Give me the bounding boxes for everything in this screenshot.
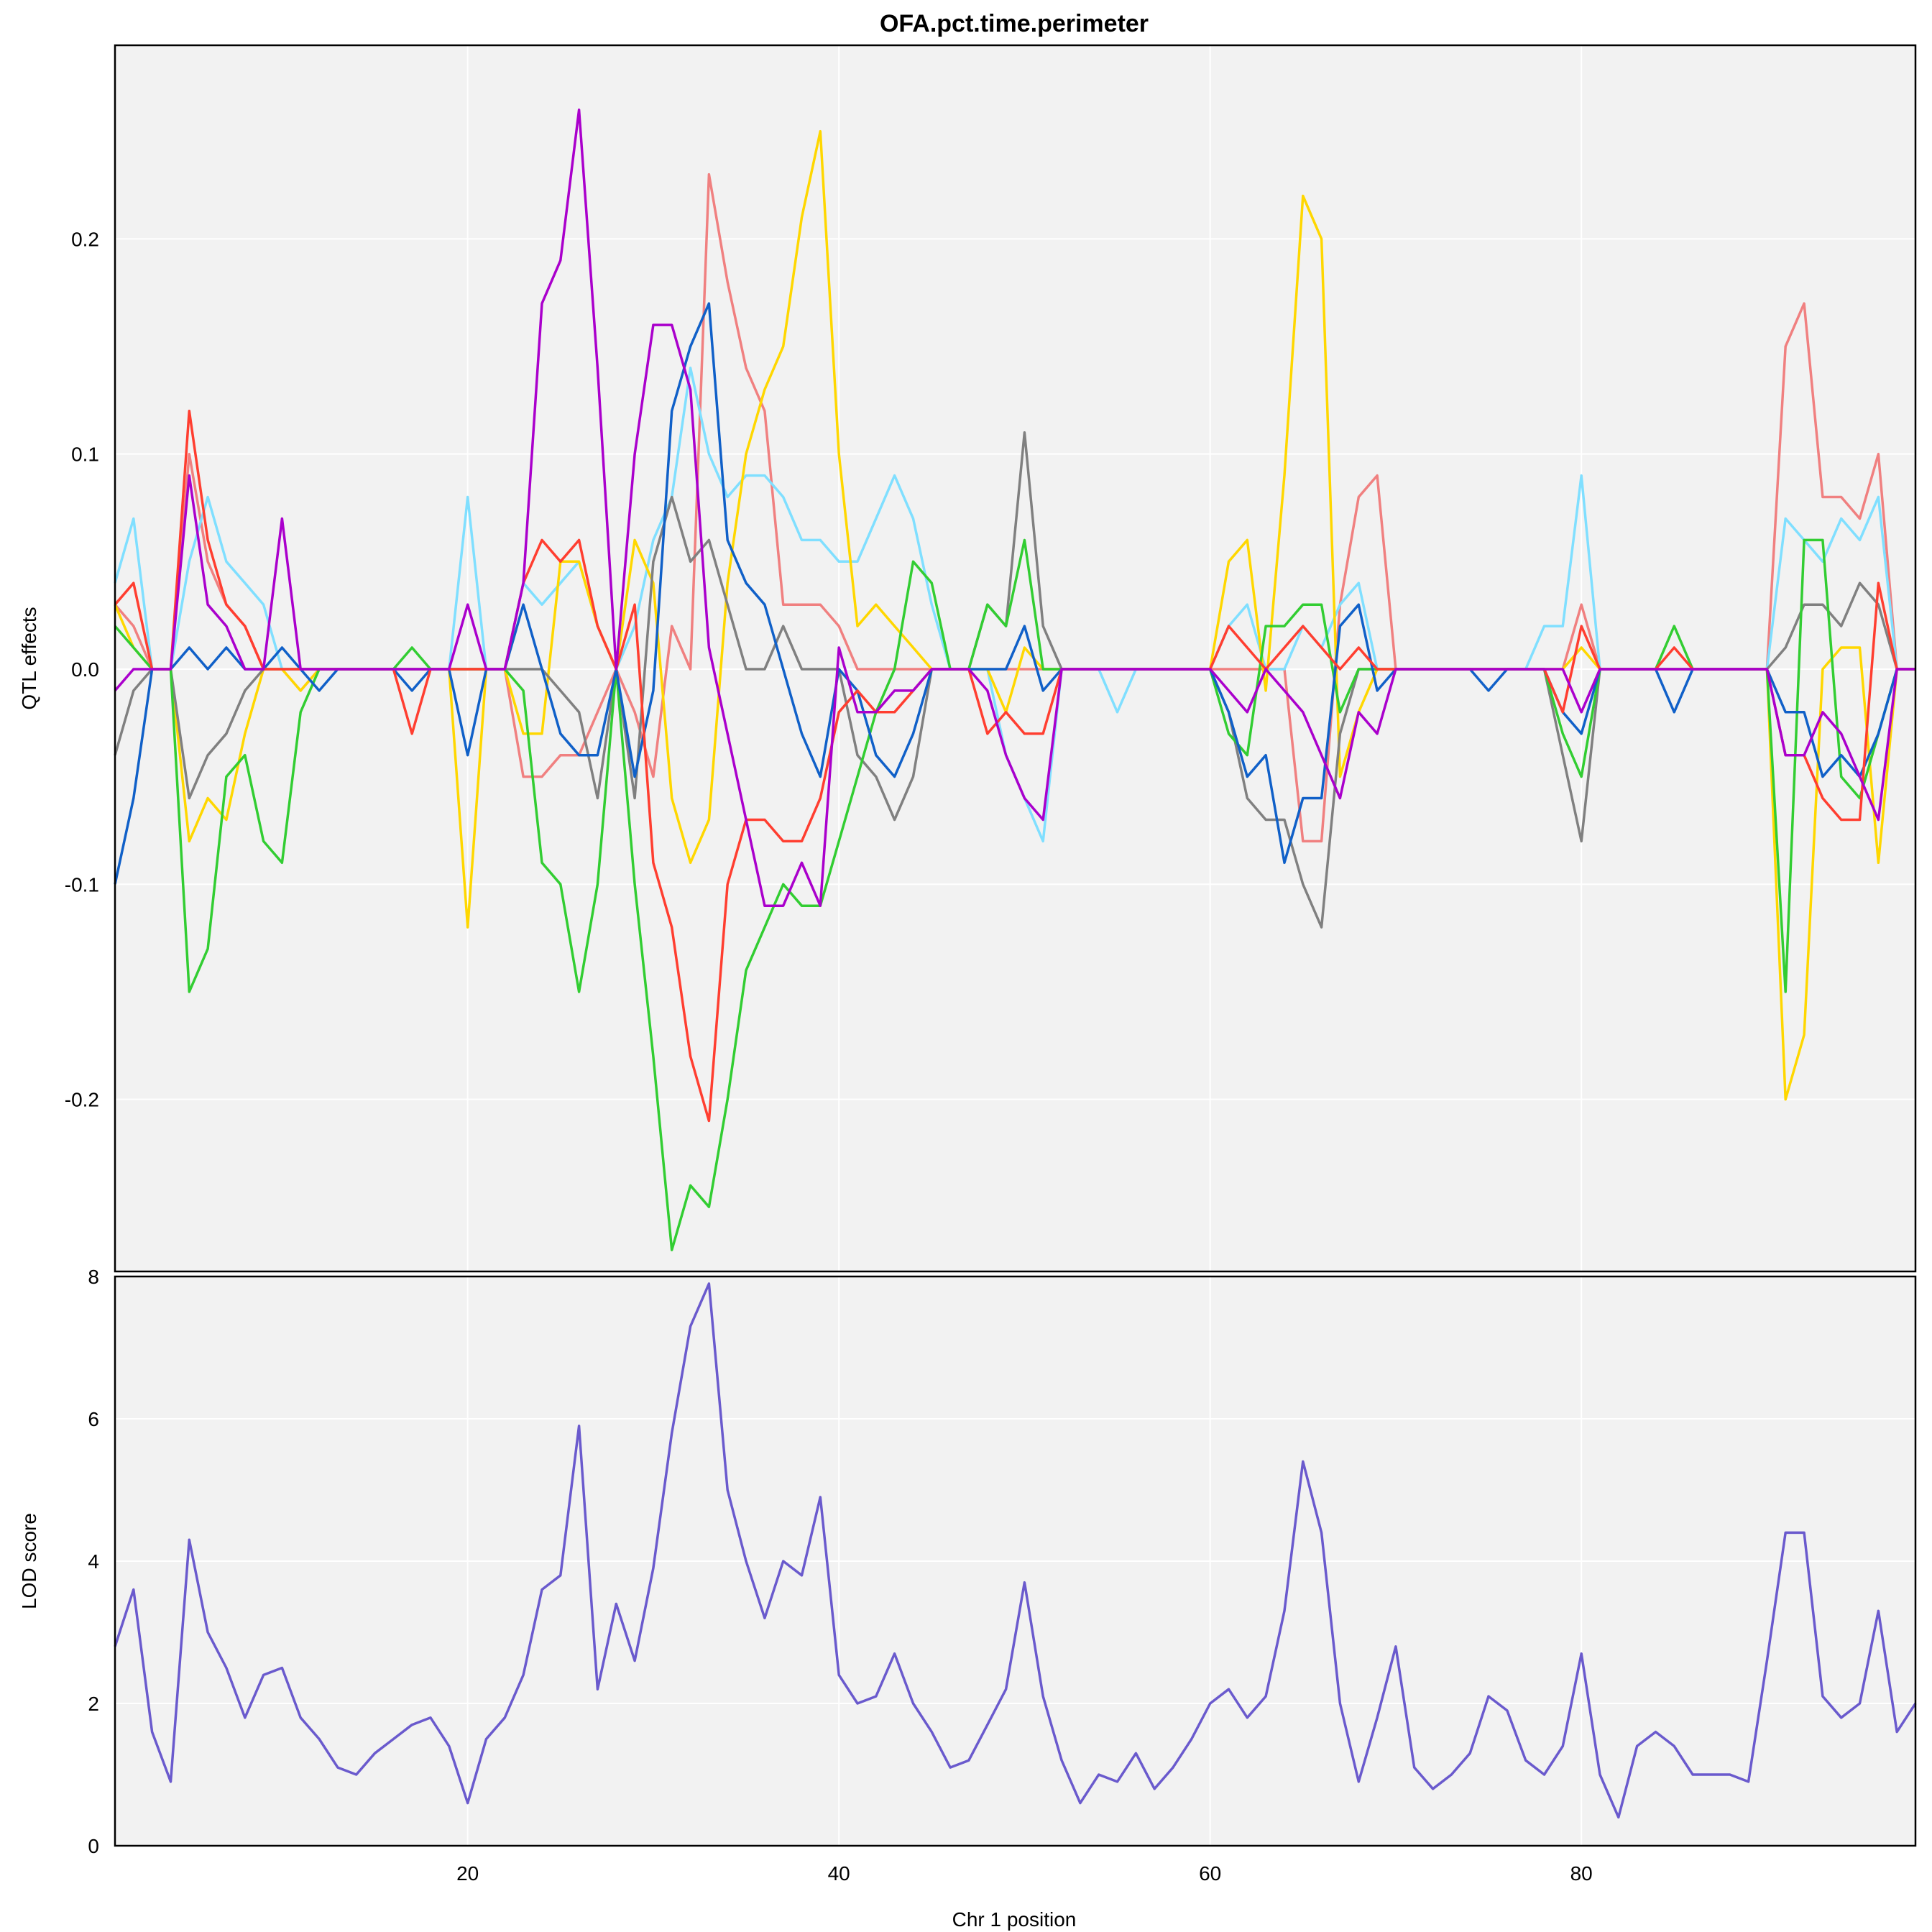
- effects-y-tick-label: -0.2: [65, 1089, 99, 1111]
- x-axis-label: Chr 1 position: [952, 1908, 1077, 1931]
- lod-y-tick-label: 8: [88, 1266, 99, 1288]
- lod-series-lines: [114, 1282, 1917, 1819]
- effects-y-tick-label: 0.0: [71, 658, 99, 681]
- effects-series-line: [114, 109, 1915, 907]
- effects-y-tick-label: 0.2: [71, 228, 99, 250]
- effects-y-ticks: -0.2 -0.1 0.0 0.1 0.2: [65, 228, 99, 1110]
- effects-plot-border: [114, 44, 1917, 1273]
- lod-series-line: [114, 1282, 1917, 1819]
- effects-plot-background: [115, 45, 1915, 1271]
- effects-panel: -0.2 -0.1 0.0 0.1 0.2 QTL effects: [18, 44, 1917, 1273]
- lod-x-tick-label: 60: [1199, 1862, 1221, 1885]
- lod-y-ticks: 0 2 4 6 8: [88, 1266, 99, 1857]
- effects-y-tick-label: -0.1: [65, 873, 99, 896]
- lod-x-tick-label: 20: [456, 1862, 479, 1885]
- lod-panel: 0 2 4 6 8 20 40 60 80 LOD score Chr 1 position: [18, 1266, 1917, 1931]
- effects-y-tick-label: 0.1: [71, 443, 99, 466]
- effects-series-lines: [114, 109, 1915, 1251]
- effects-y-axis-label: QTL effects: [18, 607, 40, 709]
- lod-y-tick-label: 4: [88, 1550, 99, 1573]
- lod-y-tick-label: 0: [88, 1835, 99, 1857]
- lod-x-ticks: 20 40 60 80: [456, 1862, 1593, 1885]
- lod-y-axis-label: LOD score: [18, 1513, 40, 1609]
- lod-y-tick-label: 6: [88, 1408, 99, 1430]
- lod-plot-border: [114, 1275, 1917, 1847]
- lod-x-tick-label: 80: [1570, 1862, 1593, 1885]
- lod-x-tick-label: 40: [828, 1862, 850, 1885]
- lod-y-tick-label: 2: [88, 1693, 99, 1715]
- chart-title: OFA.pct.time.perimeter: [880, 10, 1149, 37]
